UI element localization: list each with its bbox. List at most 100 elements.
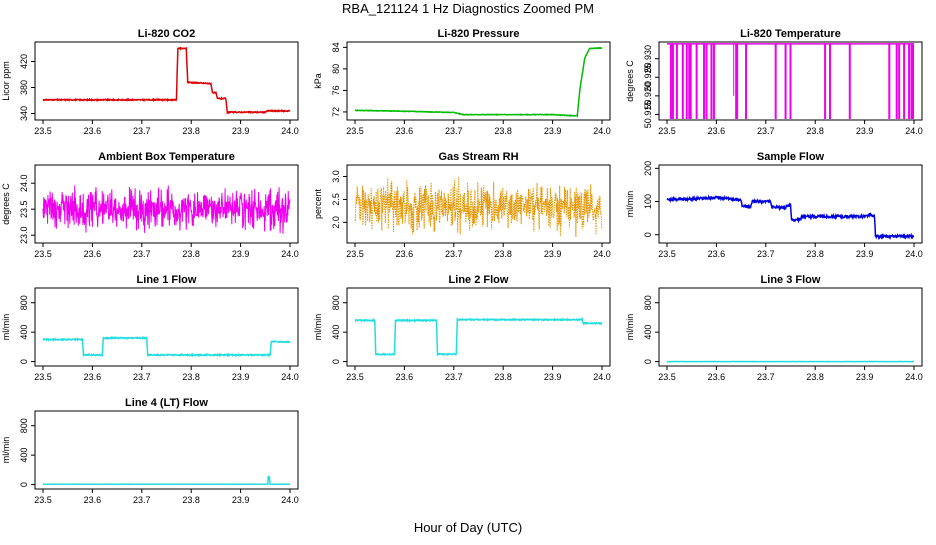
y-tick-label: 23.5 [19, 200, 29, 218]
panel-title: Gas Stream RH [438, 151, 518, 163]
x-tick-label: 23.5 [346, 372, 364, 382]
x-tick-label: 23.8 [182, 126, 200, 136]
y-tick-label: 76 [331, 85, 341, 95]
y-axis-label: ml/min [625, 191, 635, 218]
plot-frame [35, 42, 298, 120]
y-axis-label: degrees C [625, 60, 635, 102]
x-tick-label: 23.5 [658, 372, 676, 382]
y-tick-label: 420 [19, 54, 29, 69]
x-tick-label: 23.7 [445, 126, 463, 136]
x-tick-label: 23.6 [84, 126, 102, 136]
x-tick-label: 23.9 [544, 126, 562, 136]
panel-title: Li-820 Temperature [740, 28, 841, 40]
y-tick-label: 2.0 [331, 216, 341, 229]
x-tick-label: 23.8 [494, 372, 512, 382]
series-line-line-2 [355, 319, 602, 355]
x-tick-label: 23.8 [182, 372, 200, 382]
x-tick-label: 23.8 [806, 126, 824, 136]
series-line-line-1 [43, 338, 290, 356]
x-tick-label: 23.7 [133, 372, 151, 382]
x-tick-label: 23.6 [84, 495, 102, 505]
y-axis-label: percent [313, 188, 323, 219]
figure-x-axis-label: Hour of Day (UTC) [414, 520, 522, 535]
x-tick-label: 24.0 [905, 126, 923, 136]
x-tick-label: 23.7 [133, 126, 151, 136]
x-tick-label: 23.6 [396, 372, 414, 382]
x-tick-label: 23.5 [34, 495, 52, 505]
series-line-ambient [43, 185, 290, 233]
x-tick-label: 24.0 [905, 372, 923, 382]
x-tick-label: 23.7 [757, 249, 775, 259]
panel-title: Line 2 Flow [449, 274, 509, 286]
y-tick-label: 400 [19, 448, 29, 463]
panel-title: Line 4 (LT) Flow [125, 397, 208, 409]
x-tick-label: 24.0 [281, 126, 299, 136]
panel-line4: Line 4 (LT) Flow ml/min 23.5 23.6 23.7 23.8 23… [1, 397, 299, 505]
x-tick-label: 23.6 [708, 126, 726, 136]
series-line-rh [355, 177, 602, 237]
x-tick-label: 23.9 [856, 126, 874, 136]
y-axis-label: ml/min [1, 314, 11, 341]
x-tick-label: 23.7 [445, 372, 463, 382]
x-tick-label: 23.5 [346, 249, 364, 259]
series-line-pressure [355, 48, 602, 116]
figure-title: RBA_121124 1 Hz Diagnostics Zoomed PM [342, 1, 594, 16]
y-tick-label: 50.930 [643, 45, 653, 73]
y-axis-label: ml/min [625, 314, 635, 341]
x-tick-label: 23.9 [232, 495, 250, 505]
y-tick-label: 800 [643, 295, 653, 310]
y-tick-label: 24.0 [19, 174, 29, 192]
x-tick-label: 23.8 [494, 126, 512, 136]
y-axis-label: ml/min [313, 314, 323, 341]
x-tick-label: 23.9 [856, 249, 874, 259]
plot-frame [347, 42, 610, 120]
y-tick-label: 0 [19, 359, 29, 364]
y-tick-label: 340 [19, 106, 29, 121]
y-tick-label: 800 [19, 418, 29, 433]
x-tick-label: 23.9 [232, 126, 250, 136]
x-tick-label: 23.5 [658, 126, 676, 136]
x-tick-label: 23.7 [757, 372, 775, 382]
x-tick-label: 24.0 [281, 495, 299, 505]
x-tick-label: 23.6 [84, 372, 102, 382]
panel-title: Li-820 Pressure [438, 28, 520, 40]
x-tick-label: 23.9 [544, 372, 562, 382]
panel-title: Sample Flow [757, 151, 825, 163]
y-axis-label: ml/min [1, 437, 11, 464]
x-tick-label: 23.5 [34, 126, 52, 136]
x-tick-label: 23.5 [658, 249, 676, 259]
y-tick-label: 2.5 [331, 193, 341, 206]
y-tick-label: 80 [331, 64, 341, 74]
y-axis-label: degrees C [1, 183, 11, 225]
x-tick-label: 23.7 [445, 249, 463, 259]
x-tick-label: 23.8 [806, 249, 824, 259]
y-tick-label: 800 [331, 295, 341, 310]
panel-title: Li-820 CO2 [138, 28, 195, 40]
x-tick-label: 23.9 [856, 372, 874, 382]
x-tick-label: 23.7 [133, 495, 151, 505]
y-tick-label: 400 [19, 325, 29, 340]
x-tick-label: 23.5 [346, 126, 364, 136]
x-tick-label: 23.9 [544, 249, 562, 259]
x-tick-label: 24.0 [281, 249, 299, 259]
x-tick-label: 23.6 [708, 249, 726, 259]
x-tick-label: 24.0 [281, 372, 299, 382]
y-tick-label: 400 [331, 325, 341, 340]
x-tick-label: 23.6 [84, 249, 102, 259]
x-tick-label: 23.6 [396, 126, 414, 136]
series-line-line-4 [43, 477, 290, 485]
y-tick-label: 100 [643, 194, 653, 209]
x-tick-label: 24.0 [593, 372, 611, 382]
x-tick-label: 23.8 [182, 495, 200, 505]
x-tick-label: 23.5 [34, 249, 52, 259]
y-axis-label: kPa [313, 73, 323, 89]
x-tick-label: 23.9 [232, 372, 250, 382]
y-tick-label: 400 [643, 325, 653, 340]
